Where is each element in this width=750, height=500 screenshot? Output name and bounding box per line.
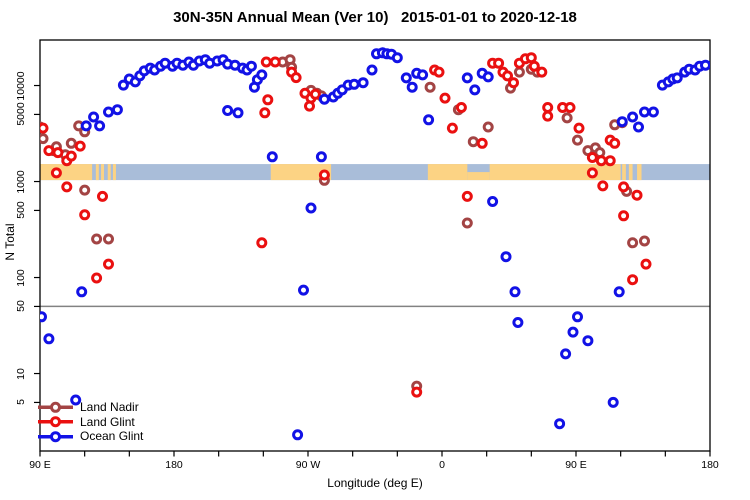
y-tick-label: 100 [15, 268, 27, 287]
legend-label-ocean-glint: Ocean Glint [80, 429, 144, 443]
y-tick-label: 50 [15, 300, 27, 313]
legend-markers [38, 401, 73, 443]
x-axis-title: Longitude (deg E) [327, 476, 423, 490]
y-tick-label: 5 [15, 399, 27, 406]
x-tick-label: 90 E [565, 459, 587, 471]
y-axis-ticks [34, 84, 40, 404]
x-tick-label: 90 E [29, 459, 51, 471]
data-points [40, 47, 710, 441]
series-ocean-glint [40, 47, 710, 441]
series-land-glint [40, 52, 652, 398]
y-tick-label: 10000 [15, 70, 27, 101]
y-axis-title: N Total [3, 223, 17, 261]
x-tick-label: 90 W [295, 459, 321, 471]
legend-label-land-nadir: Land Nadir [80, 400, 139, 414]
chart-title: 30N-35N Annual Mean (Ver 10) 2015-01-01 … [173, 9, 577, 26]
x-tick-label: 180 [701, 459, 719, 471]
legend-label-land-glint: Land Glint [80, 414, 135, 429]
map-band [40, 164, 710, 181]
y-tick-label: 5000 [15, 102, 27, 127]
series-land-nadir [40, 54, 650, 392]
y-tick-label: 500 [15, 201, 27, 220]
y-tick-label: 10 [15, 367, 27, 380]
x-tick-label: 0 [439, 459, 445, 471]
x-axis-ticks [39, 451, 711, 457]
plot-frame [39, 39, 711, 452]
x-tick-label: 180 [165, 459, 183, 471]
y-tick-label: 1000 [15, 169, 27, 194]
